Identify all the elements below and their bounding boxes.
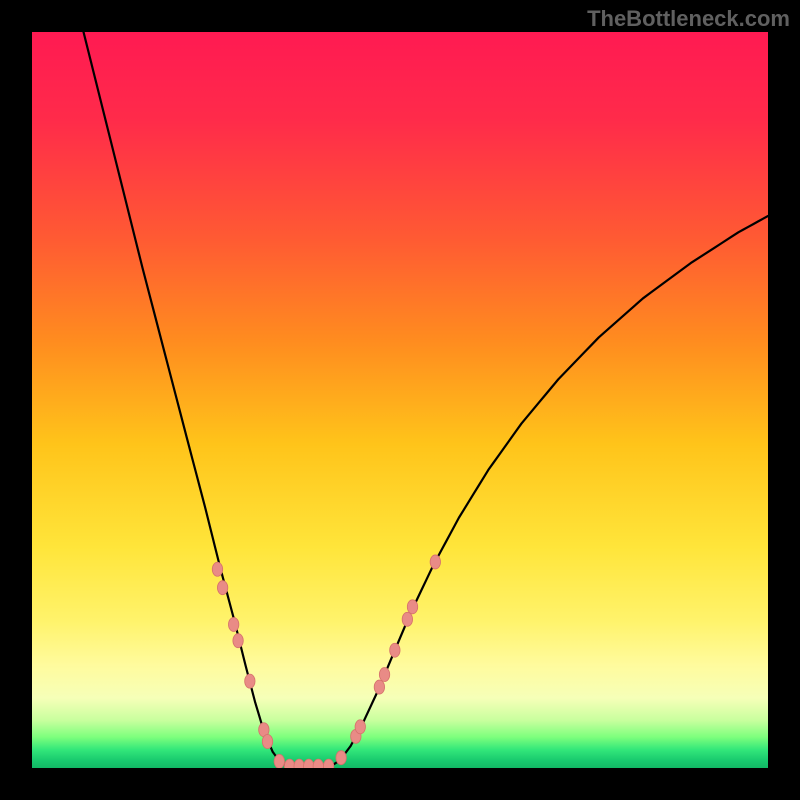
data-marker (407, 600, 417, 614)
data-marker (374, 680, 384, 694)
data-marker (217, 581, 227, 595)
chart-frame (32, 32, 768, 768)
data-marker (390, 643, 400, 657)
data-marker (379, 668, 389, 682)
data-marker (355, 720, 365, 734)
data-marker (336, 751, 346, 765)
data-marker (402, 612, 412, 626)
data-marker (262, 735, 272, 749)
data-marker (430, 555, 440, 569)
plot-area (32, 32, 768, 768)
chart-svg (32, 32, 768, 768)
watermark-text: TheBottleneck.com (587, 6, 790, 32)
data-marker (233, 634, 243, 648)
chart-stage: TheBottleneck.com (0, 0, 800, 800)
data-marker (212, 562, 222, 576)
data-marker (245, 674, 255, 688)
data-marker (228, 617, 238, 631)
data-marker (274, 754, 284, 768)
